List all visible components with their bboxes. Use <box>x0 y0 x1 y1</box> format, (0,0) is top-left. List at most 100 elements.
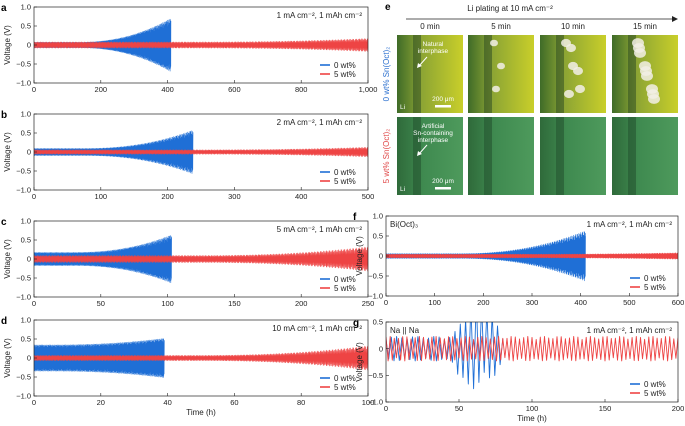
x-tick-label: 200 <box>477 298 490 307</box>
panel-label: b <box>1 110 7 121</box>
scale-bar <box>435 187 451 190</box>
electrode-edge <box>484 117 492 195</box>
interphase-note: Artificial <box>422 123 445 130</box>
panel-label: g <box>353 318 359 329</box>
micrograph-1-3 <box>612 117 678 195</box>
series-group <box>386 231 678 282</box>
chart-c: −1.0 −0.5 0 0.5 1.0 0 50 100 150 200 250 Voltage (V… <box>1 217 374 308</box>
chart-b: −1.0 −0.5 0 0.5 1.0 0 100 200 300 400 500 Voltage (… <box>1 110 374 201</box>
electrode-edge <box>413 35 421 113</box>
interphase-note: interphase <box>418 137 449 144</box>
y-tick-label: 0.5 <box>21 236 31 245</box>
y-tick-label: −1.0 <box>16 79 31 88</box>
series-group <box>34 18 368 72</box>
chart-d: −1.0 −0.5 0 0.5 1.0 0 20 40 60 80 100 Voltage (V) Ti… <box>1 316 374 417</box>
y-tick-label: 0.5 <box>373 232 383 241</box>
chart-a: −1.0 −0.5 0 0.5 1.0 0 200 400 600 800 1,000 Voltage… <box>1 3 377 94</box>
micrograph-0-1 <box>468 35 534 113</box>
condition-annotation: 1 mA cm⁻², 1 mAh cm⁻² <box>587 220 673 229</box>
y-tick-label: −0.5 <box>16 60 31 69</box>
pointer-arrow-head <box>417 63 422 68</box>
time-label: 10 min <box>561 22 585 31</box>
y-tick-label: 0.5 <box>373 318 383 327</box>
y-tick-label: −1.0 <box>16 186 31 195</box>
x-tick-label: 500 <box>623 298 636 307</box>
legend-entry: 0 wt% <box>334 61 356 70</box>
dendrite-blob <box>566 43 576 53</box>
micrograph-bg <box>612 117 678 195</box>
y-axis-label: Voltage (V) <box>3 25 12 65</box>
series-group <box>34 338 368 378</box>
electrode-edge <box>556 117 564 195</box>
dendrite-blob <box>575 84 585 94</box>
corner-label: Bi(Oct)₃ <box>390 220 418 229</box>
x-tick-label: 300 <box>228 192 241 201</box>
y-tick-label: 0 <box>27 255 31 264</box>
y-tick-label: 0 <box>379 252 383 261</box>
panel-label: a <box>1 3 7 14</box>
x-tick-label: 20 <box>97 398 105 407</box>
y-tick-label: 1.0 <box>21 316 31 325</box>
x-tick-label: 40 <box>163 398 171 407</box>
y-tick-label: −0.5 <box>16 167 31 176</box>
x-tick-label: 500 <box>362 192 375 201</box>
series-group <box>34 235 368 283</box>
x-tick-label: 800 <box>295 85 308 94</box>
x-tick-label: 0 <box>384 298 388 307</box>
dendrite-blob <box>492 85 500 93</box>
x-tick-label: 0 <box>32 192 36 201</box>
panel-e-microscopy: e Li plating at 10 mA cm⁻² 0 min 5 min 10 mi… <box>382 2 678 195</box>
chart-f: −1.0 −0.5 0 0.5 1.0 0 100 200 300 400 500 600 Voltag… <box>353 212 684 307</box>
scale-bar-label: 200 μm <box>432 178 454 185</box>
series-line-0 <box>34 130 194 174</box>
legend-entry: 0 wt% <box>334 168 356 177</box>
x-tick-label: 100 <box>161 299 174 308</box>
condition-annotation: 1 mA cm⁻², 1 mAh cm⁻² <box>277 11 363 20</box>
y-tick-label: −1.0 <box>368 398 383 407</box>
panel-label-e: e <box>385 2 391 13</box>
x-tick-label: 300 <box>526 298 539 307</box>
condition-annotation: 2 mA cm⁻², 1 mAh cm⁻² <box>277 118 363 127</box>
series-line-1 <box>386 335 678 362</box>
x-tick-label: 150 <box>599 404 612 413</box>
series-group <box>386 322 678 390</box>
charts-layer: −1.0−0.500.51.00 200 400 600 800 1,000Voltage… <box>1 3 684 423</box>
y-axis-label: Voltage (V) <box>3 239 12 279</box>
micrograph-bg <box>468 35 534 113</box>
legend-entry: 5 wt% <box>644 283 666 292</box>
time-label: 5 min <box>491 22 511 31</box>
x-tick-label: 200 <box>95 85 108 94</box>
panel-e-title: Li plating at 10 mA cm⁻² <box>467 4 553 13</box>
electrode-edge <box>556 35 564 113</box>
scale-bar-label: 200 μm <box>432 96 454 103</box>
y-tick-label: 1.0 <box>21 110 31 119</box>
condition-annotation: 5 mA cm⁻², 1 mAh cm⁻² <box>277 225 363 234</box>
y-tick-label: 0 <box>27 41 31 50</box>
y-axis-label: Voltage (V) <box>355 342 364 382</box>
pointer-arrow-head <box>417 151 422 156</box>
x-tick-label: 0 <box>32 398 36 407</box>
dendrite-blob <box>634 48 646 58</box>
x-tick-label: 600 <box>228 85 241 94</box>
time-label: 0 min <box>420 22 440 31</box>
x-tick-label: 50 <box>455 404 463 413</box>
micrograph-bg <box>397 35 463 113</box>
micrograph-bg <box>540 117 606 195</box>
legend-entry: 0 wt% <box>644 274 666 283</box>
y-tick-label: −0.5 <box>16 274 31 283</box>
x-tick-label: 100 <box>362 398 375 407</box>
time-label: 15 min <box>633 22 657 31</box>
x-tick-label: 0 <box>32 85 36 94</box>
electrode-edge <box>628 117 636 195</box>
micrograph-bg <box>397 117 463 195</box>
micrograph-1-2 <box>540 117 606 195</box>
dendrite-blob <box>641 71 653 81</box>
series-group <box>34 130 368 174</box>
x-tick-label: 100 <box>526 404 539 413</box>
panel-label: d <box>1 316 7 327</box>
x-tick-label: 200 <box>672 404 685 413</box>
legend-entry: 5 wt% <box>334 383 356 392</box>
x-tick-label: 400 <box>574 298 587 307</box>
series-line-1 <box>34 345 368 371</box>
micrograph-bg <box>468 117 534 195</box>
